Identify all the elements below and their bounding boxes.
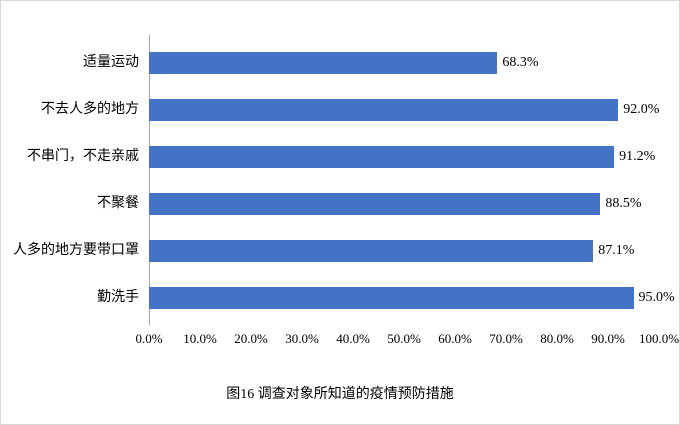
value-label: 91.2% — [619, 148, 656, 164]
bar-track: 88.5% — [149, 192, 659, 215]
category-label: 勤洗手 — [97, 289, 139, 305]
chart-rows: 适量运动 68.3% 不去人多的地方 92.0% 不串门，不走亲戚 91.2% … — [1, 35, 675, 325]
bar-track: 91.2% — [149, 145, 659, 168]
category-label: 不串门，不走亲戚 — [27, 148, 139, 164]
x-tick-label: 0.0% — [135, 331, 163, 346]
chart-row: 不聚餐 88.5% — [1, 180, 659, 227]
x-tick-label: 40.0% — [336, 331, 370, 346]
category-label: 人多的地方要带口罩 — [13, 242, 139, 258]
category-label: 不聚餐 — [97, 195, 139, 211]
x-tick-label: 80.0% — [540, 331, 574, 346]
chart-row: 人多的地方要带口罩 87.1% — [1, 227, 659, 274]
chart-row: 适量运动 68.3% — [1, 39, 659, 86]
x-tick-label: 50.0% — [387, 331, 421, 346]
bar — [149, 192, 601, 215]
bar-track: 92.0% — [149, 98, 660, 121]
x-tick-label: 60.0% — [438, 331, 472, 346]
value-label: 95.0% — [638, 289, 675, 305]
value-label: 87.1% — [598, 242, 635, 258]
chart-row: 勤洗手 95.0% — [1, 274, 675, 321]
bar — [149, 239, 594, 262]
category-label: 不去人多的地方 — [41, 101, 139, 117]
category-label: 适量运动 — [83, 54, 139, 70]
value-label: 68.3% — [502, 54, 539, 70]
value-label: 88.5% — [605, 195, 642, 211]
x-tick-label: 30.0% — [285, 331, 319, 346]
bar — [149, 98, 619, 121]
bar — [149, 286, 634, 309]
x-tick-label: 20.0% — [234, 331, 268, 346]
chart-row: 不去人多的地方 92.0% — [1, 86, 659, 133]
x-tick-label: 100.0% — [638, 331, 680, 346]
x-tick-label: 90.0% — [591, 331, 625, 346]
x-tick-label: 10.0% — [183, 331, 217, 346]
chart-caption: 图16 调查对象所知道的疫情预防措施 — [226, 387, 454, 402]
value-label: 92.0% — [623, 101, 660, 117]
x-tick-label: 70.0% — [489, 331, 523, 346]
bar — [149, 51, 498, 74]
chart-row: 不串门，不走亲戚 91.2% — [1, 133, 659, 180]
bar — [149, 145, 615, 168]
bar-track: 68.3% — [149, 51, 659, 74]
x-axis: 0.0% 10.0% 20.0% 30.0% 40.0% 50.0% 60.0% 70.0% 8… — [135, 331, 679, 349]
bar-track: 95.0% — [149, 286, 675, 309]
bar-track: 87.1% — [149, 239, 659, 262]
